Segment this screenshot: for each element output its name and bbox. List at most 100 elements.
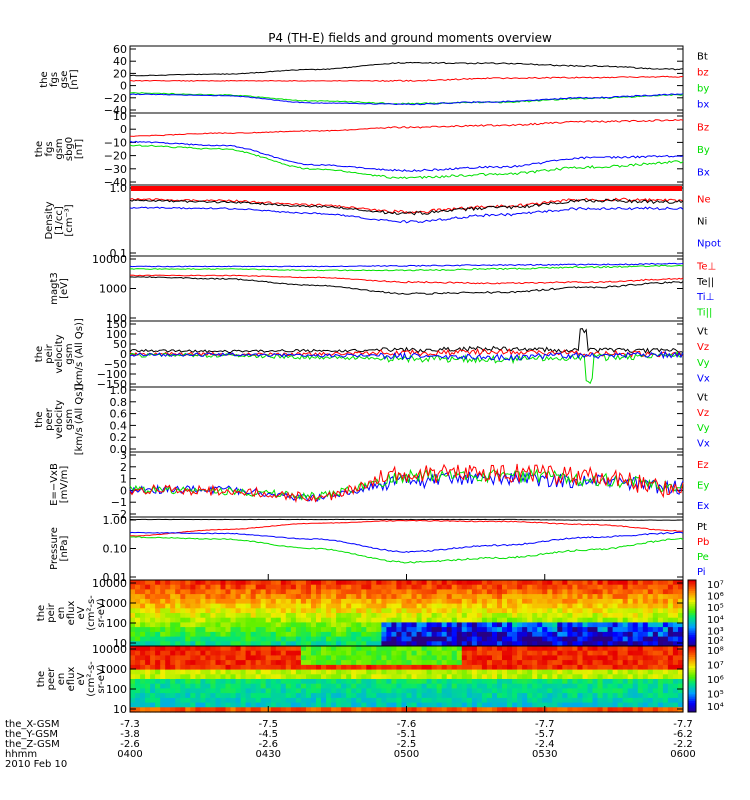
spectrogram-cell (280, 594, 287, 600)
y-tick-label: 100 (106, 683, 127, 696)
spectrogram-cell (587, 622, 594, 628)
spectrogram-cell (371, 697, 377, 704)
spectrogram-cell (351, 636, 357, 642)
spectrogram-cell (326, 594, 332, 600)
spectrogram-cell (341, 622, 347, 628)
spectrogram-cell (602, 631, 609, 638)
spectrogram-cell (527, 589, 533, 595)
spectrogram-cell (451, 707, 458, 713)
spectrogram-cell (486, 683, 493, 689)
spectrogram-cell (180, 641, 186, 647)
spectrogram-cell (587, 693, 594, 699)
spectrogram-cell (326, 580, 332, 586)
spectrogram-cell (421, 641, 428, 647)
spectrogram-cell (140, 598, 146, 605)
spectrogram-cell (587, 584, 594, 590)
spectrogram-cell (662, 594, 669, 600)
spectrogram-cell (471, 641, 478, 647)
spectrogram-cell (451, 631, 458, 638)
spectrogram-cell (667, 650, 674, 656)
spectrogram-cell (341, 627, 347, 633)
colorbar-cell (688, 661, 696, 665)
spectrogram-cell (401, 655, 408, 661)
y-axis-label: eV (76, 672, 87, 685)
spectrogram-cell (300, 697, 307, 704)
spectrogram-cell (215, 650, 222, 656)
spectrogram-cell (401, 584, 408, 590)
spectrogram-cell (336, 636, 342, 642)
spectrogram-cell (265, 594, 272, 600)
footer-value: -7.7 (673, 719, 693, 730)
spectrogram-cell (160, 594, 166, 600)
spectrogram-cell (612, 707, 619, 713)
spectrogram-cell (220, 702, 227, 708)
spectrogram-cell (557, 646, 563, 652)
spectrogram-cell (492, 641, 498, 647)
spectrogram-cell (547, 622, 553, 628)
spectrogram-cell (376, 584, 382, 590)
spectrogram-cell (371, 603, 377, 609)
spectrogram-cell (346, 589, 352, 595)
spectrogram-cell (411, 702, 418, 708)
spectrogram-cell (361, 674, 367, 680)
spectrogram-cell (411, 707, 418, 713)
spectrogram-cell (295, 650, 302, 656)
spectrogram-cell (290, 617, 297, 623)
spectrogram-cell (260, 584, 267, 590)
spectrogram-cell (200, 646, 206, 652)
spectrogram-cell (406, 641, 413, 647)
spectrogram-cell (421, 636, 428, 642)
spectrogram-cell (361, 655, 367, 661)
spectrogram-cell (421, 669, 428, 675)
spectrogram-cell (547, 613, 553, 619)
spectrogram-cell (406, 688, 413, 694)
spectrogram-cell (426, 679, 433, 685)
y-axis-label: peir (46, 602, 57, 622)
spectrogram-cell (356, 631, 362, 638)
spectrogram-cell (306, 679, 312, 685)
spectrogram-cell (562, 669, 568, 675)
spectrogram-cell (150, 674, 156, 680)
spectrogram-cell (200, 650, 206, 656)
spectrogram-cell (376, 650, 382, 656)
spectrogram-cell (356, 664, 362, 671)
spectrogram-cell (275, 603, 282, 609)
spectrogram-cell (411, 641, 418, 647)
spectrogram-cell (667, 631, 674, 638)
spectrogram-cell (461, 594, 468, 600)
spectrogram-cell (562, 702, 568, 708)
spectrogram-cell (421, 598, 428, 605)
legend-entry: by (697, 83, 709, 94)
spectrogram-cell (376, 679, 382, 685)
spectrogram-cell (200, 584, 206, 590)
series-ni (129, 198, 684, 216)
spectrogram-cell (466, 617, 473, 623)
spectrogram-cell (657, 613, 664, 619)
spectrogram-cell (341, 613, 347, 619)
spectrogram-cell (140, 622, 146, 628)
spectrogram-cell (612, 608, 619, 614)
spectrogram-cell (486, 693, 493, 699)
spectrogram-cell (356, 580, 362, 586)
spectrogram-cell (165, 603, 171, 609)
series-ti-par (129, 264, 684, 272)
spectrogram-cell (316, 584, 322, 590)
spectrogram-cell (592, 664, 599, 671)
spectrogram-cell (205, 613, 211, 619)
spectrogram-cell (527, 627, 533, 633)
spectrogram-cell (527, 580, 533, 586)
spectrogram-cell (547, 603, 553, 609)
spectrogram-cell (446, 660, 453, 666)
spectrogram-cell (451, 584, 458, 590)
spectrogram-cell (416, 655, 423, 661)
spectrogram-cell (557, 631, 563, 638)
footer-value: -2.5 (397, 739, 417, 750)
spectrogram-cell (476, 707, 483, 713)
spectrogram-cell (200, 613, 206, 619)
spectrogram-cell (632, 584, 639, 590)
spectrogram-cell (195, 650, 201, 656)
spectrogram-cell (446, 655, 453, 661)
spectrogram-cell (662, 702, 669, 708)
spectrogram-cell (497, 655, 503, 661)
spectrogram-cell (602, 707, 609, 713)
